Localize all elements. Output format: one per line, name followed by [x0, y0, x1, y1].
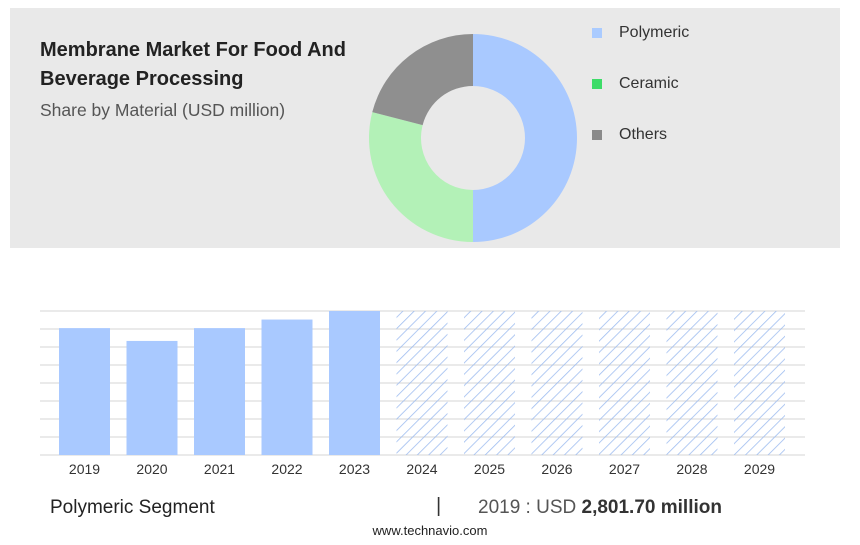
- x-tick-label-2022: 2022: [271, 461, 302, 477]
- bar-2029: [734, 311, 785, 455]
- footer-segment-label: Polymeric Segment: [50, 497, 215, 518]
- legend-label-others: Others: [619, 125, 668, 143]
- legend-label-ceramic: Ceramic: [619, 74, 679, 92]
- legend-swatch-ceramic: [592, 78, 602, 89]
- source-link[interactable]: www.technavio.com: [372, 523, 488, 538]
- bar-2023: [329, 311, 380, 455]
- x-tick-label-2028: 2028: [676, 461, 707, 477]
- x-tick-label-2020: 2020: [136, 461, 167, 477]
- x-tick-label-2024: 2024: [406, 461, 437, 477]
- footer-value: 2019 : USD 2,801.70 million: [478, 497, 722, 519]
- bar-2025: [464, 311, 515, 455]
- bar-2022: [261, 319, 313, 455]
- x-tick-label-2027: 2027: [609, 461, 640, 477]
- footer-value-amount: 2,801.70 million: [581, 497, 722, 518]
- x-tick-label-2025: 2025: [474, 461, 505, 477]
- bar-2020: [126, 340, 178, 455]
- bar-2028: [666, 311, 718, 455]
- legend-label-polymeric: Polymeric: [619, 23, 690, 41]
- chart-title: Membrane Market For Food And Beverage Pr…: [40, 39, 346, 90]
- bar-2024: [396, 311, 448, 455]
- legend: Polymeric Ceramic Others: [592, 20, 689, 173]
- x-tick-label-2023: 2023: [339, 461, 370, 477]
- legend-swatch-others: [592, 129, 602, 140]
- legend-item-others: Others: [592, 122, 689, 147]
- donut-slice-polymeric: [473, 34, 577, 242]
- bar-2021: [194, 328, 245, 455]
- footer-separator: |: [436, 495, 442, 517]
- footer-value-prefix: 2019 : USD: [478, 497, 577, 518]
- legend-swatch-polymeric: [592, 27, 602, 38]
- legend-item-ceramic: Ceramic: [592, 71, 689, 96]
- bar-2019: [59, 328, 110, 455]
- bar-2026: [531, 311, 583, 455]
- x-tick-label-2019: 2019: [69, 461, 100, 477]
- donut-slice-ceramic: [369, 112, 473, 242]
- bar-2027: [599, 311, 650, 455]
- chart-subtitle: Share by Material (USD million): [40, 100, 286, 120]
- x-tick-label-2029: 2029: [744, 461, 775, 477]
- x-tick-label-2021: 2021: [204, 461, 235, 477]
- legend-item-polymeric: Polymeric: [592, 20, 689, 45]
- x-tick-label-2026: 2026: [541, 461, 572, 477]
- donut-slice-others: [372, 33, 473, 126]
- donut-chart: [369, 33, 577, 242]
- bar-chart: 2019 2020 2021 2022 2023 2024 2025 2026 2027 2028…: [40, 310, 805, 477]
